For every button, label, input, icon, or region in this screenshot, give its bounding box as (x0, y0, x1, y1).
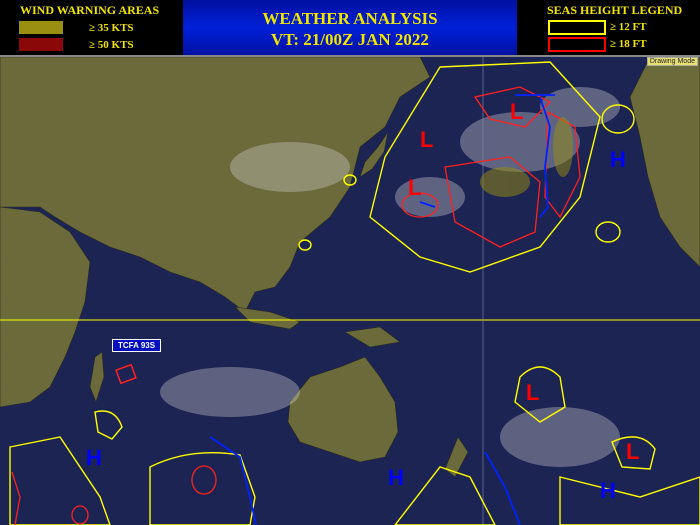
madagascar (89, 351, 105, 403)
low-pressure-center: L (420, 127, 433, 152)
wind-50kt-swatch (19, 38, 63, 51)
new-guinea (344, 326, 401, 348)
seas-height-legend: SEAS HEIGHT LEGEND ≥ 12 FT ≥ 18 FT (517, 0, 700, 57)
wind-50kt-label: ≥ 50 KTS (89, 39, 134, 51)
title-banner: WEATHER ANALYSIS VT: 21/00Z JAN 2022 (183, 0, 517, 57)
valid-time: VT: 21/00Z JAN 2022 (271, 30, 429, 49)
asia (0, 57, 431, 313)
seas-12ft-swatch (548, 20, 606, 35)
high-pressure-center: H (600, 478, 616, 503)
page-title: WEATHER ANALYSIS (262, 9, 438, 28)
tcfa-label: TCFA 93S (112, 339, 162, 352)
japan (359, 131, 389, 178)
wind-legend-title: WIND WARNING AREAS (20, 3, 160, 17)
seas-12ft-contours (9, 61, 700, 525)
wind-35kt-swatch (19, 21, 63, 34)
low-pressure-center: L (510, 99, 523, 124)
analysis-map: L L L L L H H H H (0, 57, 700, 525)
low-pressure-center: L (626, 439, 639, 464)
high-pressure-center: H (610, 147, 626, 172)
tcfa-93s-area (115, 363, 137, 385)
wind-warning-legend: WIND WARNING AREAS ≥ 35 KTS ≥ 50 KTS (0, 0, 183, 57)
low-pressure-center: L (408, 175, 421, 200)
high-pressure-center: H (388, 465, 404, 490)
wind-35kt-label: ≥ 35 KTS (89, 22, 134, 34)
new-zealand (444, 436, 469, 478)
seas-legend-title: SEAS HEIGHT LEGEND (547, 3, 683, 17)
drawing-mode-button[interactable]: Drawing Mode (646, 57, 698, 66)
seas-18ft-swatch (548, 37, 606, 52)
australia (287, 356, 399, 463)
land-masses (0, 57, 700, 478)
north-america (629, 57, 700, 268)
high-pressure-center: H (86, 445, 102, 470)
gale-warning-areas (480, 117, 573, 197)
pressure-centers: L L L L L H H H H (86, 99, 639, 503)
seas-18ft-contours (11, 86, 581, 525)
low-pressure-center: L (526, 380, 539, 405)
africa (0, 206, 91, 408)
seas-12ft-label: ≥ 12 FT (610, 21, 647, 33)
fronts (209, 94, 555, 525)
seas-18ft-label: ≥ 18 FT (610, 38, 647, 50)
